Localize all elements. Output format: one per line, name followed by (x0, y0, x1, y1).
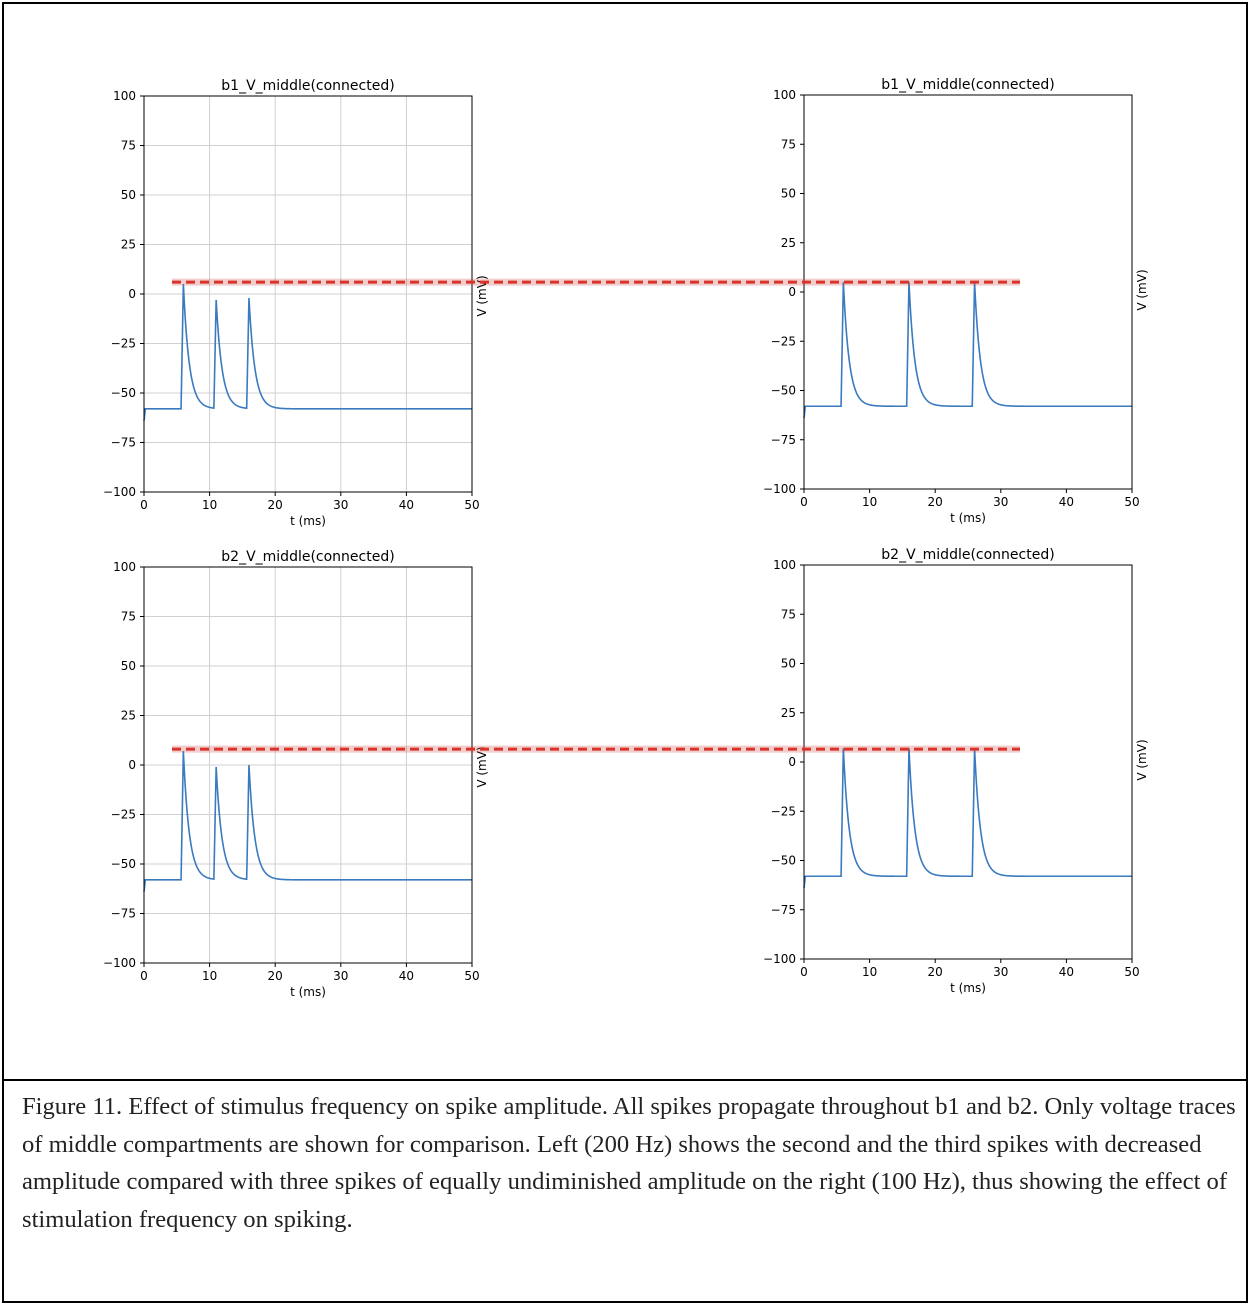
y-tick-label: 100 (773, 558, 796, 572)
y-tick-label: −75 (771, 433, 796, 447)
x-tick-label: 50 (1124, 965, 1139, 979)
chart-title: b2_V_middle(connected) (881, 547, 1054, 563)
chart-title: b1_V_middle(connected) (221, 78, 394, 94)
x-axis-label: t (ms) (950, 981, 986, 995)
y-tick-label: 75 (121, 139, 136, 153)
chart-panel-3: 0 10 20 30 40 50 −100 −75 −50 −25 0 25 50 75 100 b2_V_m… (103, 549, 480, 999)
y-tick-label: −100 (763, 952, 796, 966)
reference-lines-layer (172, 278, 1020, 753)
y-tick-label: 0 (788, 755, 796, 769)
x-axis-label: t (ms) (290, 985, 326, 999)
y-tick-label: −25 (771, 334, 796, 348)
y-tick-label: −50 (111, 857, 136, 871)
x-tick-label: 0 (140, 498, 148, 512)
y-tick-label: 75 (781, 137, 796, 151)
chart-panel-2: 0 10 20 30 40 50 −100 −75 −50 −25 0 25 50 75 100 b1_V_m… (763, 77, 1149, 525)
y-tick-label: −25 (111, 337, 136, 351)
y-tick-label: −100 (763, 482, 796, 496)
x-tick-label: 40 (1059, 495, 1074, 509)
y-tick-label: −75 (771, 903, 796, 917)
x-tick-label: 40 (399, 969, 414, 983)
y-tick-label: 50 (121, 659, 136, 673)
chart-panel-4: 0 10 20 30 40 50 −100 −75 −50 −25 0 25 50 75 100 b2_V_m… (763, 547, 1149, 995)
x-tick-label: 20 (268, 498, 283, 512)
y-tick-label: −50 (771, 384, 796, 398)
x-tick-label: 10 (862, 495, 877, 509)
x-tick-label: 50 (464, 498, 479, 512)
chart-title: b2_V_middle(connected) (221, 549, 394, 565)
voltage-trace (803, 282, 1132, 419)
y-tick-label: −50 (111, 386, 136, 400)
y-tick-label: −75 (111, 907, 136, 921)
x-tick-label: 30 (993, 965, 1008, 979)
x-tick-label: 50 (464, 969, 479, 983)
y-tick-label: 75 (121, 610, 136, 624)
x-tick-label: 0 (800, 495, 808, 509)
plot-frame (803, 94, 1133, 490)
y-axis-label: V (mV) (1135, 739, 1149, 780)
x-tick-label: 10 (202, 969, 217, 983)
x-tick-label: 30 (333, 498, 348, 512)
voltage-trace (803, 748, 1132, 889)
y-axis-label: V (mV) (1135, 269, 1149, 310)
y-axis-label-fragment: V (mV) (475, 275, 489, 316)
x-tick-label: 30 (993, 495, 1008, 509)
plot-frame (803, 564, 1133, 960)
y-tick-label: 25 (781, 706, 796, 720)
y-tick-label: 100 (773, 88, 796, 102)
x-tick-label: 10 (862, 965, 877, 979)
x-tick-label: 10 (202, 498, 217, 512)
x-tick-label: 20 (928, 965, 943, 979)
chart-title: b1_V_middle(connected) (881, 77, 1054, 93)
voltage-trace (143, 284, 472, 421)
x-axis-label: t (ms) (950, 511, 986, 525)
y-tick-label: −75 (111, 436, 136, 450)
x-axis-label: t (ms) (290, 514, 326, 528)
voltage-trace (143, 751, 472, 892)
y-axis-label-fragment: V (mV) (475, 746, 489, 787)
y-tick-label: 100 (113, 89, 136, 103)
y-tick-label: 0 (128, 287, 136, 301)
x-tick-label: 40 (1059, 965, 1074, 979)
figure-plots: 0 10 20 30 40 50−100−75−50−250255075100b1_V_m… (103, 77, 1149, 999)
caption-divider (4, 1079, 1246, 1081)
chart-panel-1: 0 10 20 30 40 50 −100 −75 −50 −25 0 25 50 75 100 b1_V_m… (103, 78, 480, 528)
y-tick-label: 0 (788, 285, 796, 299)
figure-caption: Figure 11. Effect of stimulus frequency … (22, 1093, 1236, 1233)
x-tick-label: 20 (928, 495, 943, 509)
y-tick-label: −100 (103, 485, 136, 499)
y-tick-label: 25 (781, 236, 796, 250)
plots-layer: 0 10 20 30 40 50−100−75−50−250255075100b1_V_m… (103, 77, 1149, 999)
x-tick-label: 30 (333, 969, 348, 983)
y-tick-label: 50 (781, 657, 796, 671)
y-tick-label: 50 (781, 187, 796, 201)
y-tick-label: 75 (781, 607, 796, 621)
x-tick-label: 50 (1124, 495, 1139, 509)
y-tick-label: 25 (121, 709, 136, 723)
x-tick-label: 0 (140, 969, 148, 983)
y-tick-label: −25 (111, 808, 136, 822)
y-tick-label: −50 (771, 854, 796, 868)
y-tick-label: −100 (103, 956, 136, 970)
x-tick-label: 20 (268, 969, 283, 983)
x-tick-label: 40 (399, 498, 414, 512)
y-tick-label: −25 (771, 804, 796, 818)
y-tick-label: 50 (121, 188, 136, 202)
y-tick-label: 0 (128, 758, 136, 772)
y-tick-label: 25 (121, 238, 136, 252)
y-tick-label: 100 (113, 560, 136, 574)
x-tick-label: 0 (800, 965, 808, 979)
